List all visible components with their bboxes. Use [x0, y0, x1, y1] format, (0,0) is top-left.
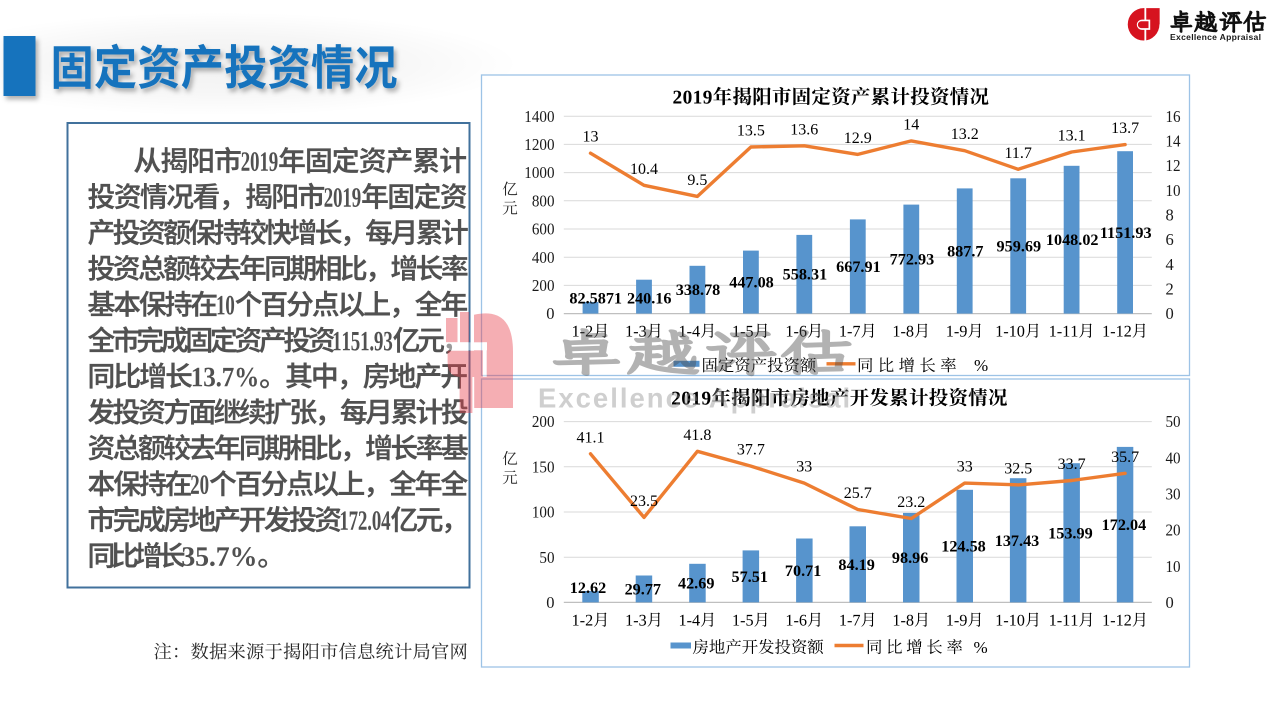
svg-text:124.58: 124.58 [941, 538, 986, 556]
svg-text:98.96: 98.96 [892, 549, 928, 567]
svg-text:84.19: 84.19 [838, 556, 874, 574]
svg-text:25.7: 25.7 [844, 485, 872, 502]
svg-text:12.62: 12.62 [570, 579, 606, 597]
svg-text:667.91: 667.91 [836, 258, 881, 276]
svg-text:50: 50 [1166, 412, 1181, 431]
svg-text:82.5871: 82.5871 [569, 290, 622, 308]
svg-text:6: 6 [1166, 230, 1174, 249]
svg-text:14: 14 [1166, 132, 1181, 151]
svg-text:41.1: 41.1 [577, 429, 605, 446]
svg-text:0: 0 [1166, 593, 1174, 612]
svg-text:13.6: 13.6 [790, 121, 818, 138]
svg-text:13.7: 13.7 [1111, 120, 1139, 137]
svg-text:70.71: 70.71 [785, 562, 821, 580]
svg-text:338.78: 338.78 [676, 281, 721, 299]
svg-text:11.7: 11.7 [1004, 145, 1031, 162]
svg-text:1400: 1400 [524, 107, 554, 126]
svg-text:29.77: 29.77 [625, 580, 661, 598]
svg-text:153.99: 153.99 [1048, 524, 1093, 542]
svg-text:13.5: 13.5 [737, 123, 765, 140]
svg-text:200: 200 [532, 412, 555, 431]
svg-text:33: 33 [796, 459, 812, 476]
svg-text:887.7: 887.7 [947, 243, 983, 261]
svg-text:240.16: 240.16 [627, 290, 672, 308]
svg-text:1000: 1000 [524, 163, 554, 182]
svg-text:600: 600 [532, 220, 555, 239]
svg-text:16: 16 [1166, 107, 1181, 126]
svg-text:20: 20 [1166, 521, 1181, 540]
svg-text:0: 0 [546, 304, 554, 323]
svg-text:57.51: 57.51 [731, 568, 767, 586]
svg-text:959.69: 959.69 [997, 237, 1042, 255]
svg-text:150: 150 [532, 457, 555, 476]
svg-text:13.2: 13.2 [951, 126, 979, 143]
svg-text:33.7: 33.7 [1058, 456, 1086, 473]
svg-text:0: 0 [546, 593, 554, 612]
svg-text:37.7: 37.7 [737, 442, 765, 459]
svg-text:13.1: 13.1 [1058, 128, 1086, 145]
svg-text:23.2: 23.2 [897, 494, 925, 511]
svg-text:10: 10 [1166, 181, 1181, 200]
svg-text:100: 100 [532, 503, 555, 522]
svg-text:400: 400 [532, 248, 555, 267]
svg-text:9.5: 9.5 [687, 172, 707, 189]
svg-text:23.5: 23.5 [630, 493, 658, 510]
svg-text:200: 200 [532, 276, 555, 295]
svg-text:10: 10 [1166, 557, 1181, 576]
svg-text:772.93: 772.93 [890, 251, 935, 269]
svg-text:42.69: 42.69 [678, 575, 714, 593]
svg-text:10.4: 10.4 [630, 161, 658, 178]
svg-text:Excellence Appraisal: Excellence Appraisal [538, 383, 852, 414]
svg-text:13: 13 [583, 129, 599, 146]
svg-text:12.9: 12.9 [844, 130, 872, 147]
svg-text:1048.02: 1048.02 [1046, 231, 1099, 249]
svg-text:33: 33 [957, 459, 973, 476]
svg-text:Excellence Appraisal: Excellence Appraisal [1170, 32, 1261, 42]
svg-text:172.04: 172.04 [1102, 516, 1147, 534]
svg-text:40: 40 [1166, 448, 1181, 467]
svg-text:137.43: 137.43 [995, 532, 1040, 550]
svg-text:50: 50 [539, 548, 554, 567]
svg-text:1151.93: 1151.93 [1100, 224, 1152, 242]
svg-text:30: 30 [1166, 485, 1181, 504]
svg-text:1200: 1200 [524, 135, 554, 154]
svg-text:800: 800 [532, 191, 555, 210]
svg-text:35.7: 35.7 [1111, 449, 1139, 466]
svg-text:12: 12 [1166, 156, 1181, 175]
svg-text:32.5: 32.5 [1004, 460, 1032, 477]
svg-text:447.08: 447.08 [729, 274, 774, 292]
svg-text:558.31: 558.31 [783, 266, 828, 284]
svg-text:0: 0 [1166, 304, 1174, 323]
svg-text:%: % [974, 356, 988, 375]
svg-text:2: 2 [1166, 280, 1174, 299]
svg-text:14: 14 [903, 116, 919, 133]
svg-text:41.8: 41.8 [683, 427, 711, 444]
svg-text:%: % [974, 638, 988, 657]
svg-text:8: 8 [1166, 206, 1174, 225]
svg-text:4: 4 [1166, 255, 1174, 274]
